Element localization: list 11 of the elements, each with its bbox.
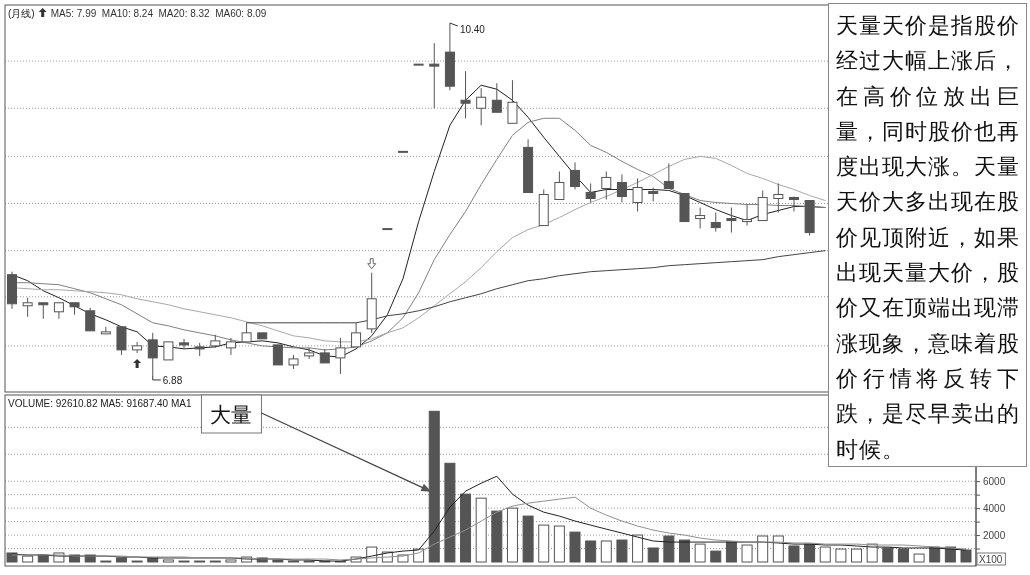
annotation: 大量: [210, 403, 253, 427]
y-tick-label: 2000: [983, 529, 1006, 541]
annotation: 10.40: [459, 24, 486, 36]
annotation: 6.88: [162, 374, 183, 386]
y-axis-title: X100: [979, 554, 1003, 565]
chart-title: (月线): [8, 8, 35, 19]
y-tick-label: 4000: [983, 502, 1006, 514]
annotation: MA5: 7.99 MA10: 8.24 MA20: 8.32 MA60: 8.09: [50, 8, 267, 19]
chart-title: VOLUME: 92610.82 MA5: 91687.40 MA1: [8, 398, 192, 409]
y-tick-label: 6000: [983, 475, 1006, 487]
text: 天量天价是指股价经过大幅上涨后，在高价位放出巨量，同时股价也再度出现大涨。天量天价大多出现在股价见顶附近，如果出现天量大价，股价又在顶端出现滞涨现象，意味着股价行情将反转下跌，是尽早卖出的时候。: [836, 13, 1020, 462]
